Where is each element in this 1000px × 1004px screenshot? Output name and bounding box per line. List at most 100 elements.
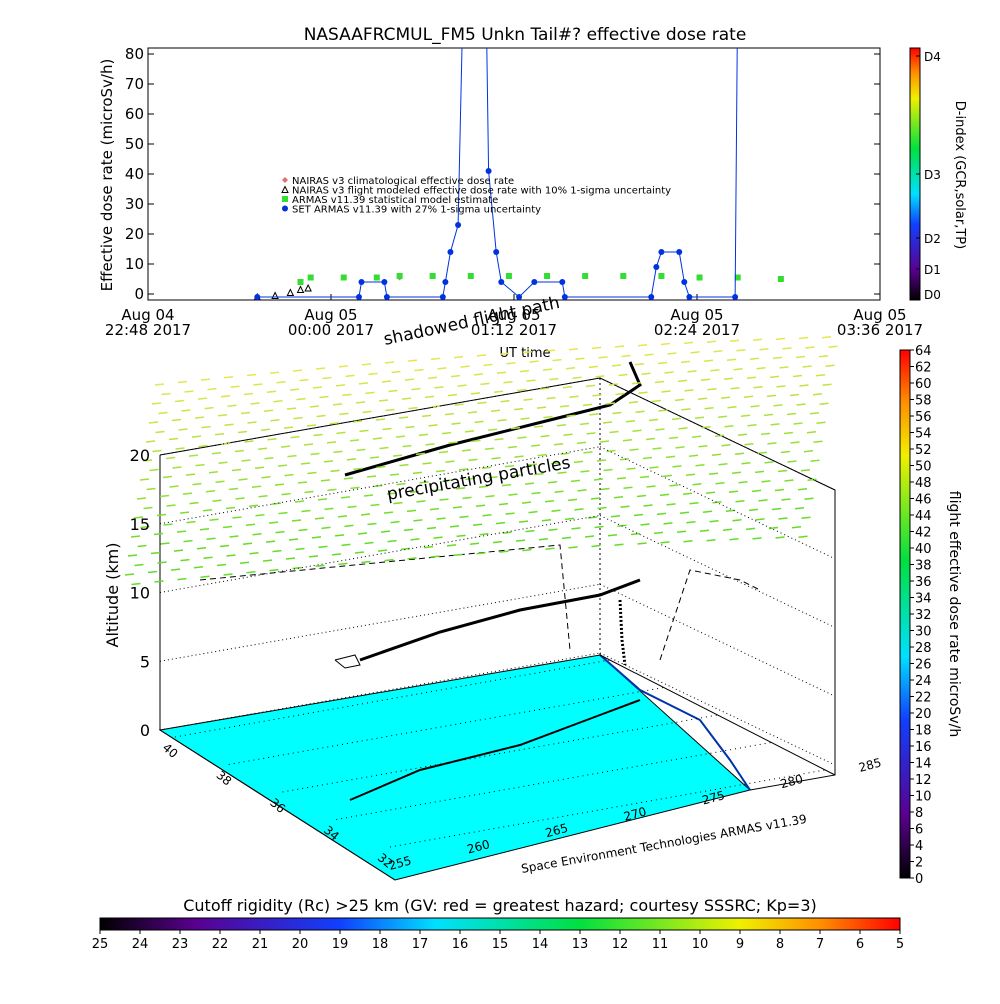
particle [304, 490, 314, 494]
particle [424, 395, 435, 399]
particle [516, 388, 527, 392]
particle [798, 535, 808, 538]
particle [480, 382, 490, 386]
particle [413, 519, 423, 522]
particle [806, 430, 817, 434]
data-point [373, 274, 380, 281]
particle [644, 353, 654, 356]
data-point [281, 185, 289, 193]
particle [799, 384, 809, 387]
lat-grid-line [282, 714, 718, 793]
particle [185, 473, 196, 476]
particle [478, 485, 489, 488]
particle [455, 487, 466, 490]
particle [748, 508, 759, 512]
colorbar-tick-label: 38 [915, 559, 932, 574]
lon-tick-label: 280 [779, 772, 805, 791]
particle [504, 464, 515, 468]
particle [537, 453, 547, 457]
data-point [429, 273, 436, 279]
particle [646, 485, 656, 488]
lat-grid-line [228, 687, 664, 765]
particle [519, 369, 530, 373]
colorbar-tick-label: 14 [915, 757, 932, 772]
particle [398, 416, 409, 419]
particle [625, 419, 636, 423]
particle [191, 435, 202, 438]
particle [544, 499, 555, 503]
data-point [653, 264, 660, 270]
particle [561, 536, 572, 540]
particle [490, 409, 501, 412]
y-tick-label: 80 [125, 45, 144, 63]
colorbar-tick-label: 56 [915, 410, 932, 425]
particle [283, 426, 294, 429]
colorbar-tick-label: 30 [915, 625, 932, 640]
particle [543, 415, 553, 419]
particle [339, 412, 349, 416]
particle [688, 454, 699, 458]
particle [593, 478, 604, 481]
particle [753, 386, 763, 389]
particle [805, 346, 815, 349]
grid-line [599, 446, 836, 560]
particle [149, 468, 159, 472]
particle [401, 397, 412, 400]
particle [592, 394, 602, 397]
particle [297, 481, 308, 484]
particle [474, 420, 484, 424]
x-tick-label: Aug 04 22:48 2017 [105, 306, 191, 339]
particle [350, 486, 360, 490]
particle [172, 466, 182, 469]
particle [361, 560, 371, 564]
particle [819, 402, 829, 405]
colorbar-tick-label: 17 [412, 937, 429, 952]
particle [729, 538, 739, 541]
particle [405, 425, 415, 429]
particle [127, 554, 138, 557]
dose-colorbar-label: flight effective dose rate microSv/h [946, 491, 962, 737]
colorbar-tick-label: 18 [372, 937, 389, 952]
particle [327, 488, 337, 492]
lat-grid-line [389, 769, 826, 848]
particle [631, 381, 642, 385]
grid-line [159, 446, 601, 525]
particle [714, 434, 725, 437]
particle [635, 410, 645, 413]
colorbar-tick-label: 8 [776, 937, 784, 952]
particle [243, 392, 254, 396]
particle [207, 387, 217, 391]
particle [590, 497, 601, 500]
particle [303, 443, 314, 446]
particle [274, 483, 285, 486]
flight-path-shadow [344, 361, 642, 477]
data-point [498, 279, 505, 285]
colorbar-tick-label: 34 [915, 592, 932, 607]
x-tick-label: Aug 05 00:00 2017 [288, 306, 374, 339]
grid-line [159, 515, 601, 593]
particle [752, 537, 762, 540]
particle [548, 528, 558, 531]
particle [368, 372, 378, 376]
particle [724, 425, 734, 428]
legend-label: NAIRAS v3 climatological effective dose … [292, 176, 514, 187]
particle [639, 475, 650, 479]
particle [166, 504, 176, 507]
particle [513, 407, 524, 411]
particle [804, 497, 814, 500]
particle [462, 496, 472, 500]
lon-tick-label: 265 [544, 821, 570, 840]
particle [419, 481, 429, 484]
particle [253, 383, 263, 386]
particle [454, 403, 464, 406]
particle [248, 504, 259, 507]
particle [220, 395, 231, 398]
particle [471, 439, 481, 443]
particle [736, 349, 746, 352]
particle [613, 495, 624, 499]
grid-line [159, 377, 601, 456]
particle [632, 429, 642, 432]
particle [487, 428, 498, 431]
particle [825, 364, 835, 367]
particle [557, 471, 567, 474]
